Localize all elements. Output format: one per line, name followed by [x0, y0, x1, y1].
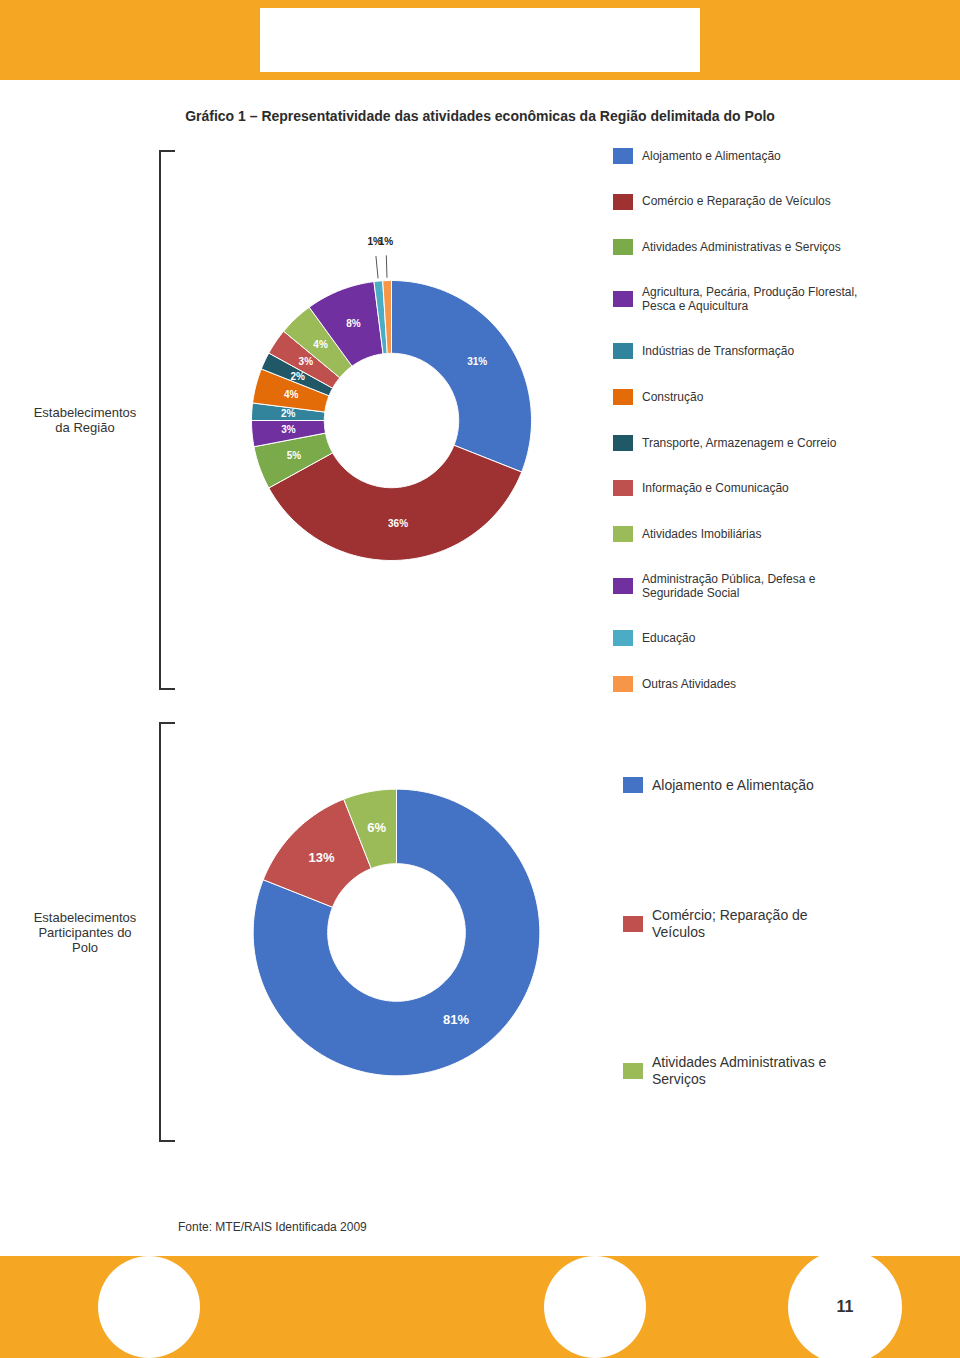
html-text:Outras Atividades: Outras Atividades	[642, 676, 737, 691]
html-text:Administração Pública, Defesa: Administração Pública, Defesa e Segurida…	[642, 571, 816, 601]
svg-text:13%: 13%	[308, 850, 334, 865]
svg-text:3%: 3%	[281, 424, 296, 435]
svg-text:5%: 5%	[287, 450, 302, 461]
html-text:11: 11	[836, 1298, 854, 1315]
html-text:Alojamento e Alimentação: Alojamento e Alimentação	[652, 776, 814, 793]
html-text:Agricultura, Pecária, Produção: Agricultura, Pecária, Produção Florestal…	[642, 285, 858, 314]
svg-text:36%: 36%	[388, 518, 408, 529]
html-text:Atividades Administrativas e S: Atividades Administrativas e Serviços	[652, 1053, 827, 1087]
svg-text:31%: 31%	[467, 356, 487, 367]
svg-text:81%: 81%	[443, 1012, 469, 1027]
html-text:Indústrias de Transformação: Indústrias de Transformação	[642, 344, 795, 359]
html-text:Estabelecimentos Participantes: Estabelecimentos Participantes do Polo	[33, 909, 137, 955]
html-text:Fonte: MTE/RAIS Identificada 2: Fonte: MTE/RAIS Identificada 2009	[178, 1220, 367, 1234]
html-text:Alojamento e Alimentação: Alojamento e Alimentação	[642, 148, 781, 163]
html-text:Transporte, Armazenagem e Corr: Transporte, Armazenagem e Correio	[642, 435, 837, 450]
html-text:Educação: Educação	[642, 631, 696, 646]
html-text:Gráfico 1 – Representatividade: Gráfico 1 – Representatividade das ativi…	[185, 108, 775, 124]
svg-text:1%: 1%	[379, 236, 394, 247]
svg-text:8%: 8%	[346, 318, 361, 329]
html-text:Atividades Administrativas e S: Atividades Administrativas e Serviços	[642, 240, 841, 255]
svg-text:3%: 3%	[299, 356, 314, 367]
html-text:Construção: Construção	[642, 389, 704, 404]
svg-text:2%: 2%	[281, 408, 296, 419]
svg-text:6%: 6%	[367, 820, 386, 835]
svg-text:2%: 2%	[291, 371, 306, 382]
svg-text:4%: 4%	[284, 389, 299, 400]
html-text:Estabelecimentos da Região: Estabelecimentos da Região	[33, 405, 137, 435]
svg-text:1%: 1%	[367, 236, 382, 248]
html-text:Comércio; Reparação de Veículo: Comércio; Reparação de Veículos	[652, 906, 808, 940]
html-text:Informação e Comunicação: Informação e Comunicação	[642, 481, 789, 496]
html-text:Comércio e Reparação de Veícul: Comércio e Reparação de Veículos	[642, 194, 831, 209]
html-text:Atividades Imobiliárias: Atividades Imobiliárias	[642, 527, 762, 541]
svg-text:4%: 4%	[313, 339, 328, 350]
